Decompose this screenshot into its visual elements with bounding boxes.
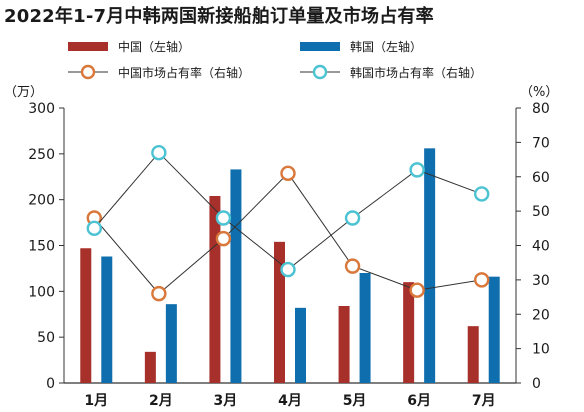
x-tick-label: 3月: [214, 393, 238, 409]
bar: [295, 307, 306, 383]
point-marker: [344, 210, 361, 226]
bars: [80, 148, 500, 383]
bar: [144, 351, 156, 383]
point-marker: [474, 186, 490, 202]
legend-marker: [312, 64, 328, 80]
lines: [86, 144, 490, 302]
right-tick-label: 10: [532, 342, 550, 358]
point-marker: [280, 261, 296, 278]
point-marker: [151, 285, 167, 302]
bar: [209, 196, 221, 383]
point-marker: [280, 165, 296, 182]
x-tick-label: 1月: [84, 393, 108, 409]
bar: [403, 282, 415, 383]
point-marker: [344, 258, 361, 274]
x-tick-label: 5月: [343, 393, 367, 409]
bar: [274, 241, 285, 383]
bar: [80, 248, 92, 383]
bar: [230, 169, 242, 383]
legend-label: 韩国（左轴）: [350, 39, 422, 54]
right-tick-label: 80: [532, 101, 550, 117]
legend-swatch: [300, 42, 340, 51]
right-tick-label: 40: [532, 239, 550, 255]
right-tick-label: 50: [532, 204, 550, 220]
x-tick-label: 2月: [149, 393, 173, 409]
point-marker: [474, 272, 490, 288]
x-tick-labels: 1月 2月 3月 4月 5月 6月 7月: [84, 393, 495, 409]
legend-label: 中国（左轴）: [118, 39, 190, 54]
left-tick-label: 150: [28, 239, 55, 255]
bar: [488, 276, 500, 383]
right-tick-label: 20: [532, 307, 550, 323]
left-tick-label: 200: [28, 193, 55, 209]
legend: 中国（左轴） 韩国（左轴） 中国市场占有率（右轴） 韩国市场占有率（右轴）: [68, 39, 482, 80]
right-axis-unit: （%）: [520, 85, 558, 100]
axes: 0 50 100 150 200 250 300 0 10 20 30 40 50 60 70 80 （万） （%…: [4, 85, 558, 392]
left-axis-unit: （万）: [4, 85, 43, 100]
chart-title: 2022年1-7月中韩两国新接船舶订单量及市场占有率: [4, 6, 434, 27]
x-tick-label: 6月: [407, 393, 431, 409]
bar: [424, 148, 436, 383]
legend-swatch: [68, 42, 108, 51]
bar: [338, 306, 350, 383]
x-tick-label: 7月: [472, 393, 496, 409]
point-marker: [86, 220, 102, 237]
point-marker: [409, 282, 425, 298]
legend-marker: [80, 64, 96, 80]
left-tick-label: 250: [28, 147, 55, 163]
left-tick-label: 0: [46, 376, 55, 392]
bar: [165, 304, 177, 383]
legend-label: 韩国市场占有率（右轴）: [350, 65, 482, 80]
left-tick-label: 300: [28, 101, 55, 117]
point-marker: [409, 162, 425, 178]
point-marker: [215, 210, 232, 226]
bar: [359, 273, 371, 383]
right-tick-label: 60: [532, 170, 550, 186]
point-marker: [215, 230, 232, 247]
right-tick-label: 70: [532, 135, 550, 151]
right-tick-label: 0: [532, 376, 541, 392]
x-tick-label: 4月: [278, 393, 302, 409]
left-tick-label: 100: [28, 284, 55, 300]
legend-label: 中国市场占有率（右轴）: [118, 65, 250, 80]
bar: [467, 326, 479, 383]
point-marker: [151, 144, 167, 161]
left-tick-label: 50: [37, 330, 55, 346]
bar: [101, 256, 113, 383]
right-tick-label: 30: [532, 273, 550, 289]
